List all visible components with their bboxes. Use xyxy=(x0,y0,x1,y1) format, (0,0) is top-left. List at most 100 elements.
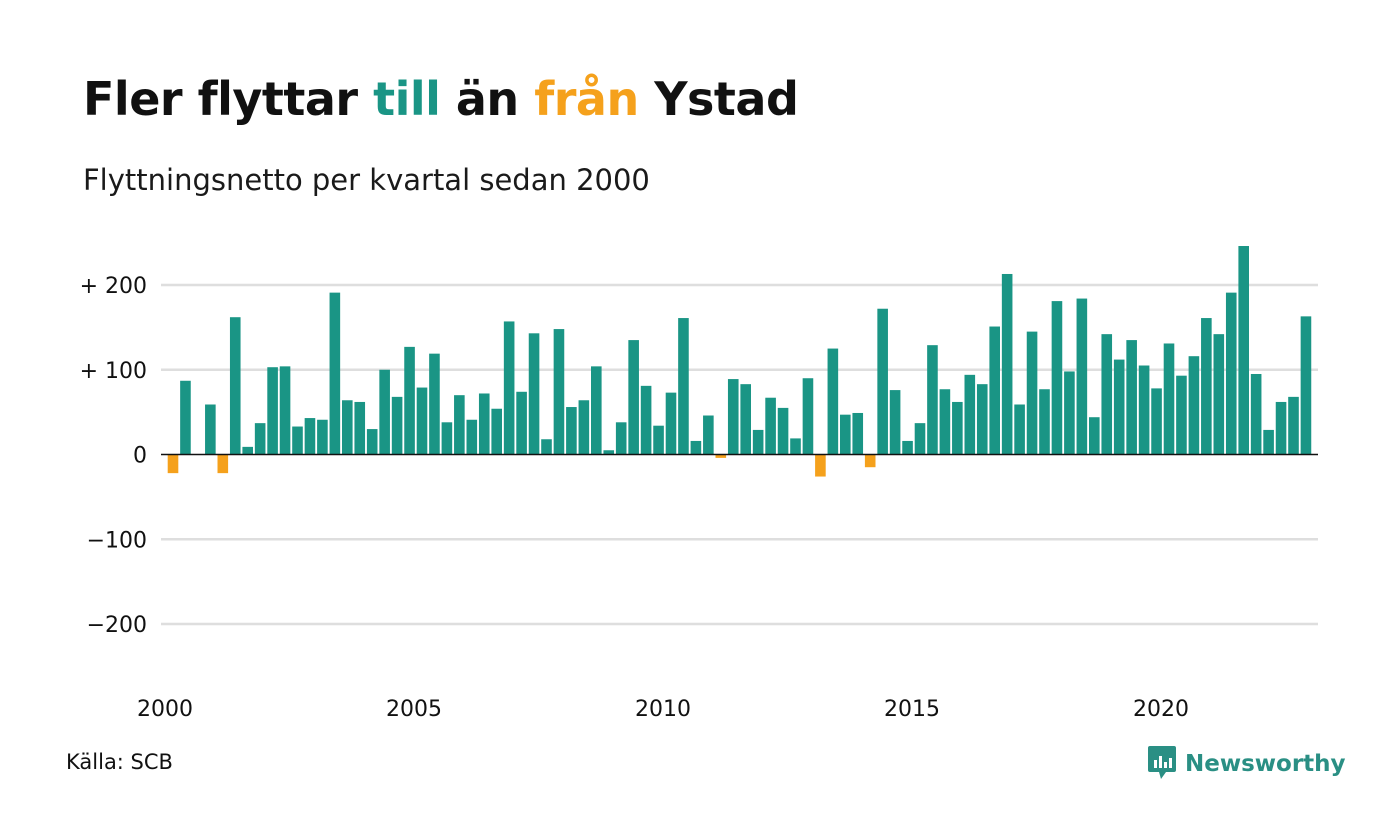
bar xyxy=(503,321,515,455)
bar xyxy=(840,414,851,455)
bar xyxy=(765,397,776,455)
bar xyxy=(217,454,229,474)
bar xyxy=(304,418,316,455)
bar xyxy=(1064,371,1075,455)
x-tick-label: 2005 xyxy=(386,697,442,722)
title-part-3: Ystad xyxy=(638,72,799,126)
bar xyxy=(591,366,602,455)
bar xyxy=(703,415,714,455)
bar xyxy=(715,454,727,458)
bar xyxy=(1213,334,1225,455)
bar xyxy=(665,392,677,455)
bar xyxy=(1014,404,1025,455)
bar xyxy=(864,454,876,468)
bar xyxy=(1026,331,1038,455)
bar xyxy=(466,419,478,455)
bar xyxy=(317,419,328,455)
bar xyxy=(1039,389,1050,455)
bar xyxy=(615,422,627,455)
bar xyxy=(229,317,241,455)
bar xyxy=(267,367,278,455)
brand-name: Newsworthy xyxy=(1185,751,1346,777)
x-tick-label: 2015 xyxy=(884,697,940,722)
y-tick-label: −100 xyxy=(87,528,147,553)
bar xyxy=(354,401,366,455)
x-tick-label: 2020 xyxy=(1133,697,1189,722)
bar xyxy=(180,380,191,455)
bar xyxy=(1288,396,1299,455)
bar xyxy=(1238,246,1249,455)
bar xyxy=(727,379,739,455)
bar xyxy=(379,369,390,455)
y-tick-label: −200 xyxy=(87,613,147,638)
source-label: Källa: SCB xyxy=(66,750,173,774)
bar xyxy=(653,425,664,455)
bar xyxy=(541,439,552,455)
brand-logo: Newsworthy xyxy=(1147,744,1346,784)
title-highlight-in: till xyxy=(373,72,441,126)
bar xyxy=(516,391,527,455)
bar xyxy=(1188,356,1200,455)
bar xyxy=(366,429,378,455)
bar xyxy=(852,412,864,455)
bar xyxy=(342,400,353,455)
bar xyxy=(827,348,839,455)
bar xyxy=(404,346,415,455)
y-tick-label: + 100 xyxy=(80,359,147,384)
bar xyxy=(528,333,540,455)
bar xyxy=(1151,388,1162,455)
bar xyxy=(964,374,976,455)
bar xyxy=(777,407,789,455)
bar xyxy=(939,389,951,455)
bar xyxy=(329,292,341,455)
bar xyxy=(242,446,253,455)
bar xyxy=(740,384,751,455)
bar xyxy=(454,395,465,455)
bar xyxy=(1225,292,1237,455)
bar xyxy=(802,378,814,455)
bar xyxy=(578,400,590,455)
bar xyxy=(877,308,888,455)
bar xyxy=(1263,429,1274,455)
chart-subtitle: Flyttningsnetto per kvartal sedan 2000 xyxy=(83,163,650,197)
bar xyxy=(603,450,615,455)
bar xyxy=(628,340,639,455)
bar xyxy=(167,454,179,474)
bar-chart: + 200 + 100 0 −100 −200 2000 2005 2010 2015 2020 xyxy=(80,246,1318,722)
bar xyxy=(640,385,652,455)
x-tick-label: 2000 xyxy=(137,697,193,722)
bar xyxy=(952,401,963,455)
bar xyxy=(889,390,901,455)
bar xyxy=(1089,417,1100,455)
title-part-1: Fler flyttar xyxy=(83,72,374,126)
bar xyxy=(989,326,1000,455)
bar xyxy=(1300,316,1312,455)
bar xyxy=(1275,401,1287,455)
bar xyxy=(391,396,403,455)
bar xyxy=(254,423,266,455)
bar xyxy=(553,329,565,455)
bar xyxy=(1138,365,1150,455)
bar xyxy=(1051,301,1063,455)
bar xyxy=(690,440,702,455)
bar xyxy=(815,454,826,477)
bar xyxy=(1101,334,1113,455)
bar xyxy=(416,387,428,455)
y-tick-label: 0 xyxy=(133,444,147,469)
bar xyxy=(205,404,216,455)
y-tick-label: + 200 xyxy=(80,274,147,299)
bar xyxy=(441,422,453,455)
bar xyxy=(429,353,440,455)
title-highlight-out: från xyxy=(534,72,639,126)
bar xyxy=(976,384,988,455)
bar xyxy=(1176,375,1187,455)
chart-title: Fler flyttar till än från Ystad xyxy=(83,72,799,126)
bar xyxy=(1126,340,1137,455)
bar xyxy=(566,407,577,455)
title-part-2: än xyxy=(440,72,535,126)
bar xyxy=(1001,273,1013,455)
bar xyxy=(678,318,689,455)
bar xyxy=(914,423,926,455)
bar xyxy=(491,408,502,455)
bar xyxy=(292,426,303,455)
